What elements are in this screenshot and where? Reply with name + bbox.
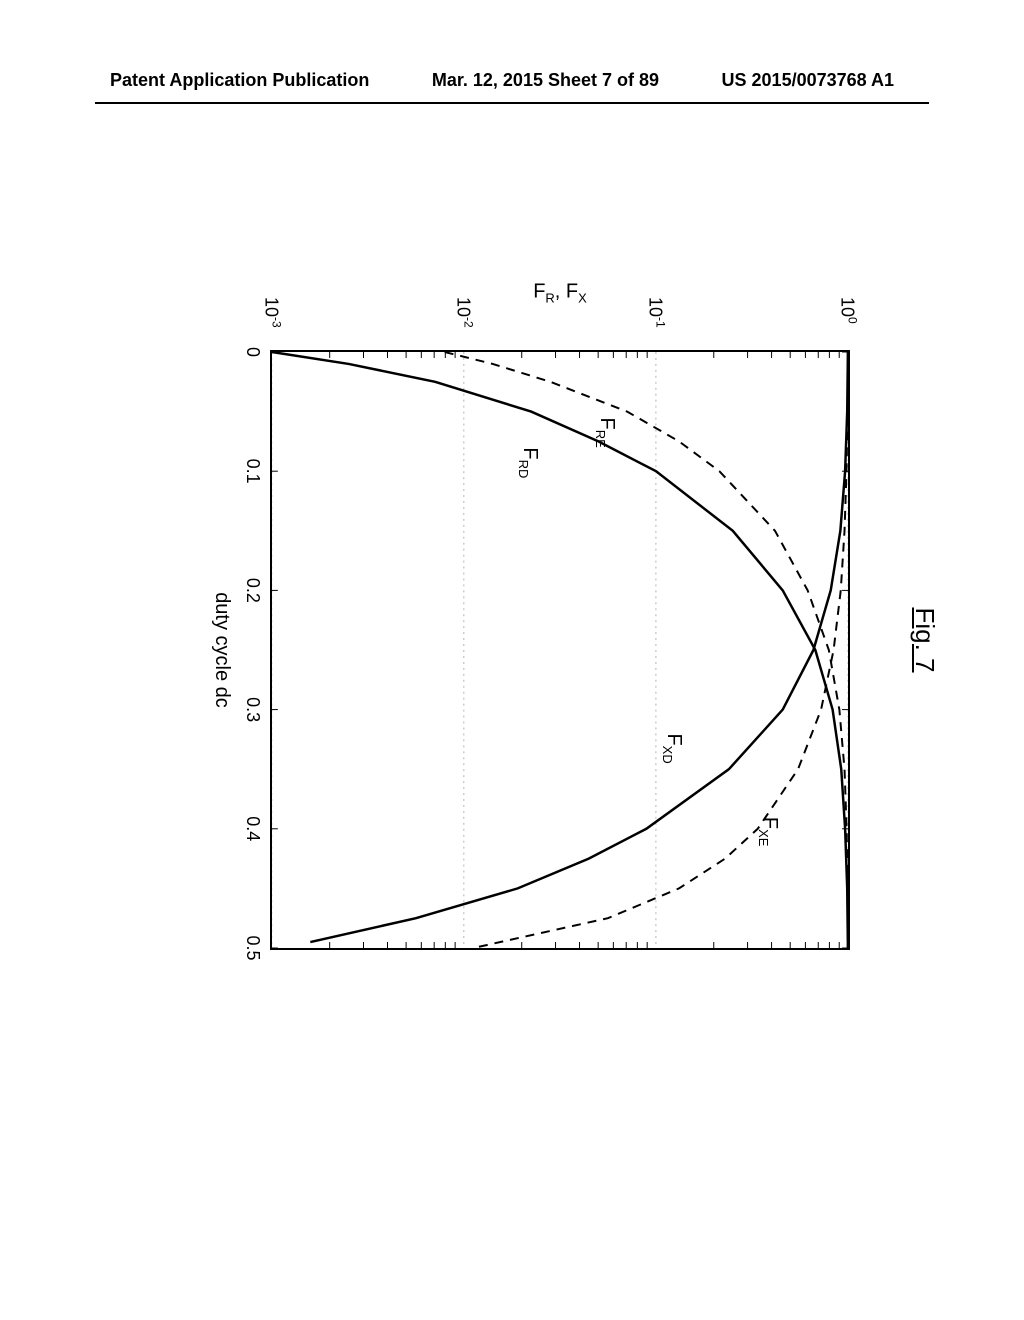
curve-label-F_XD: FXD [660, 733, 685, 763]
curve-label-F_RE: FRE [593, 418, 618, 448]
y-tick-label: 10-1 [645, 297, 668, 328]
x-tick-label: 0.3 [242, 697, 263, 722]
x-tick-label: 0.2 [242, 578, 263, 603]
y-tick-label: 100 [837, 297, 860, 324]
x-tick-label: 0.4 [242, 816, 263, 841]
curve-label-F_XE: FXE [756, 817, 781, 847]
y-tick-label: 10-2 [453, 297, 476, 328]
header-left: Patent Application Publication [110, 70, 369, 91]
figure: Fig. 7 duty cycle dc FR, FX 00.10.20.30.… [130, 260, 890, 1020]
x-axis-label: duty cycle dc [210, 352, 233, 948]
x-tick-label: 0.5 [242, 935, 263, 960]
chart-plot-area: duty cycle dc FR, FX 00.10.20.30.40.510-… [270, 350, 850, 950]
header-right: US 2015/0073768 A1 [722, 70, 894, 91]
y-tick-label: 10-3 [261, 297, 284, 328]
header-rule [95, 102, 929, 104]
x-tick-label: 0 [242, 347, 263, 357]
header-center: Mar. 12, 2015 Sheet 7 of 89 [432, 70, 659, 91]
x-tick-label: 0.1 [242, 459, 263, 484]
page-header: Patent Application Publication Mar. 12, … [0, 70, 1024, 91]
figure-title: Fig. 7 [909, 260, 940, 1020]
chart-svg [272, 352, 848, 948]
curve-label-F_RD: FRD [516, 447, 541, 478]
y-axis-label: FR, FX [533, 280, 587, 305]
